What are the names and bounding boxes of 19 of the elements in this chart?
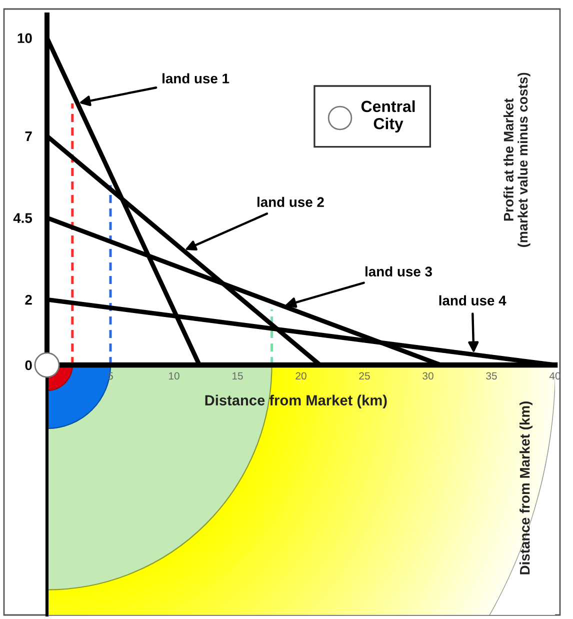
x-tick-label: 30 [422,372,434,380]
y-tick-label: 0 [25,360,32,370]
y-axis-title: Profit at the Market (market value minus costs) [503,72,530,247]
x-tick-label: 25 [359,372,370,380]
x-axis-title: Distance from Market (km) [205,394,387,408]
y-tick-label: 10 [18,33,32,44]
annotation: land use 1 [162,73,230,84]
annotation: land use 4 [439,295,506,306]
legend-label: Central City [361,100,415,132]
y-tick-label: 2 [25,294,32,305]
y-tick-label: 7 [25,132,32,142]
x-tick-label: 10 [169,372,180,380]
x-tick-label: 20 [296,372,306,380]
annotation: land use 2 [257,196,324,208]
x-tick-label: 15 [232,372,243,380]
text: Distance from Market (km) [520,401,532,574]
annotation: land use 3 [366,266,432,277]
y-tick-label: 4.5 [13,213,32,223]
x-tick-label: 35 [486,372,497,380]
